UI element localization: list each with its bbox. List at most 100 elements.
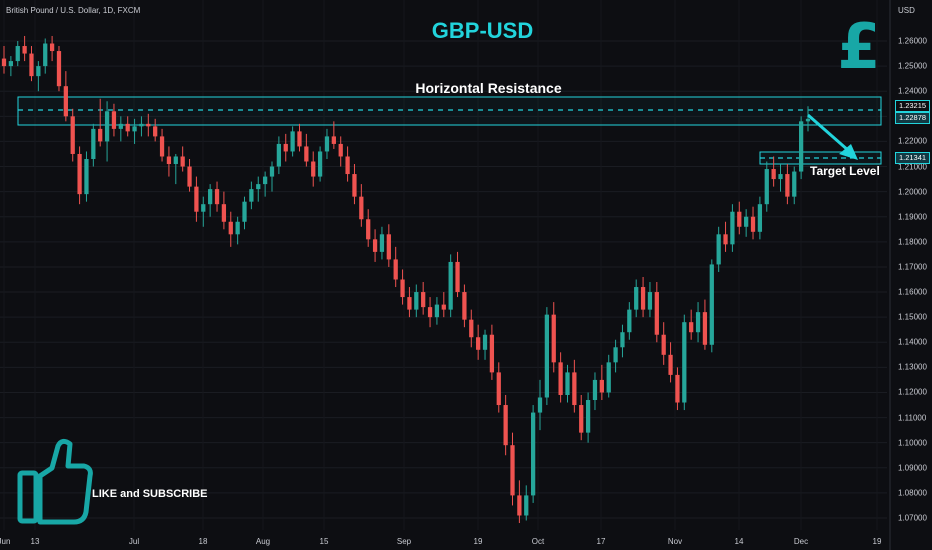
price-tag-resistance-low: 1.22878 [895, 112, 930, 124]
candle-up [695, 312, 701, 333]
y-tick-label: 1.10000 [898, 438, 927, 448]
y-tick-label: 1.20000 [898, 187, 927, 197]
y-tick-label: 1.15000 [898, 312, 927, 322]
chart-grid [0, 0, 891, 550]
candle-down [702, 312, 708, 345]
candle-up [324, 136, 330, 152]
target-level-label: Target Level [810, 164, 880, 178]
candle-up [778, 174, 783, 180]
y-tick-label: 1.09000 [898, 463, 927, 473]
candle-down [194, 186, 199, 212]
candle-down [400, 279, 405, 298]
candle-up [805, 118, 811, 122]
candle-down [359, 196, 364, 220]
x-tick-label: Jul [128, 537, 140, 546]
candle-up [276, 143, 282, 167]
y-tick-label: 1.07000 [898, 513, 927, 523]
candle-down [331, 136, 336, 144]
x-tick-label: Aug [255, 537, 271, 546]
candle-down [166, 156, 172, 165]
x-tick-label: 19 [473, 537, 483, 546]
candle-up [757, 204, 763, 232]
candle-up [256, 184, 261, 190]
candle-down [372, 239, 378, 252]
x-tick-label: Nov [667, 537, 683, 546]
candle-down [187, 166, 192, 187]
candle-up [43, 43, 48, 67]
candle-up [36, 66, 41, 77]
candle-down [77, 153, 82, 195]
candle-down [228, 221, 233, 235]
candle-down [180, 156, 185, 167]
candle-down [579, 405, 584, 433]
candle-down [599, 379, 604, 393]
x-tick-label: Sep [396, 537, 412, 546]
candle-down [489, 334, 495, 373]
y-tick-label: 1.12000 [898, 387, 927, 397]
y-tick-label: 1.25000 [898, 61, 927, 71]
candle-down [496, 372, 501, 406]
candle-up [792, 171, 797, 197]
candle-down [214, 189, 220, 205]
candle-down [125, 123, 130, 132]
candle-down [98, 128, 103, 142]
candle-up [482, 334, 488, 350]
candle-up [730, 211, 735, 245]
x-tick-label: Dec [793, 537, 809, 546]
candle-up [91, 128, 96, 159]
candle-down [675, 374, 680, 403]
candle-down [572, 372, 577, 406]
candle-down [427, 307, 433, 318]
candle-up [242, 201, 247, 222]
candle-down [668, 354, 673, 375]
thumbs-up-icon [17, 438, 93, 525]
candle-up [201, 204, 206, 212]
candle-down [221, 204, 227, 222]
candle-up [613, 347, 618, 363]
y-tick-label: 1.16000 [898, 287, 927, 297]
candle-up [173, 156, 178, 165]
chart-title: GBP-USD [431, 18, 534, 43]
candle-down [750, 216, 756, 232]
candles [1, 35, 811, 524]
candle-down [785, 174, 790, 197]
candle-up [269, 166, 275, 177]
candle-down [29, 53, 34, 77]
x-tick-label: 19 [872, 537, 882, 546]
candle-down [153, 126, 158, 137]
candle-up [565, 372, 570, 395]
candle-up [647, 292, 653, 310]
candle-up [620, 332, 625, 348]
x-tick-label: 14 [734, 537, 744, 546]
candle-up [84, 158, 89, 195]
candle-up [8, 61, 14, 67]
candle-up [379, 234, 385, 252]
x-tick-label: 17 [596, 537, 606, 546]
candle-up [448, 261, 453, 310]
candle-up [290, 131, 295, 152]
candle-down [462, 292, 467, 320]
candle-up [524, 495, 529, 516]
candle-down [311, 161, 316, 177]
y-tick-label: 1.19000 [898, 212, 927, 222]
candle-down [56, 51, 62, 87]
candle-down [551, 314, 556, 363]
y-tick-label: 1.08000 [898, 488, 927, 498]
down-arrow [807, 113, 858, 160]
pound-sign-icon: £ [837, 10, 881, 83]
candle-down [421, 292, 426, 308]
candle-down [49, 43, 55, 52]
candle-up [208, 189, 213, 205]
price-tag-target: 1.21341 [895, 152, 930, 164]
candle-down [558, 362, 563, 395]
candle-up [682, 322, 687, 403]
y-tick-label: 1.11000 [898, 413, 927, 423]
candle-up [118, 123, 123, 129]
candle-down [1, 58, 7, 67]
candle-up [585, 400, 591, 433]
symbol-label: British Pound / U.S. Dollar, 1D, FXCM [6, 6, 141, 15]
candle-down [22, 46, 27, 54]
candle-up [530, 412, 536, 496]
candle-down [476, 337, 481, 350]
